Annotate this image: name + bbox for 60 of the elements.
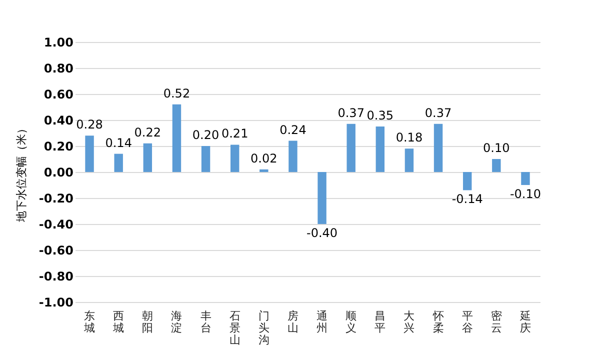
y-tick-label: 0.40 <box>44 114 74 128</box>
y-tick-label: 0.00 <box>44 166 74 180</box>
data-label: 0.37 <box>338 106 364 120</box>
y-axis-title: 地下水位变幅（米） <box>14 123 28 223</box>
bar <box>172 104 182 172</box>
data-label: 0.14 <box>105 136 132 150</box>
y-tick-label: 0.20 <box>44 140 74 154</box>
x-tick-label: 石景山 <box>229 310 240 346</box>
x-tick-label: 朝阳 <box>142 310 154 334</box>
data-label: 0.20 <box>192 128 220 142</box>
x-tick-label: 怀柔 <box>432 310 444 334</box>
y-tick-label: -1.00 <box>38 296 74 310</box>
data-label: -0.14 <box>452 192 483 206</box>
x-tick-label: 东城 <box>83 310 96 334</box>
data-label: 0.10 <box>483 141 510 155</box>
y-tick-label: -0.80 <box>38 270 74 284</box>
data-label: 0.24 <box>280 122 306 137</box>
x-tick-label: 海淀 <box>171 310 182 334</box>
bar <box>260 169 268 172</box>
data-label: 0.22 <box>134 125 162 140</box>
bar <box>492 159 501 172</box>
x-tick-label: 平谷 <box>462 310 473 334</box>
data-label: 0.18 <box>396 130 423 145</box>
data-label: 0.21 <box>221 126 248 141</box>
x-tick-label: 门头沟 <box>258 310 270 346</box>
x-tick-label: 昌平 <box>374 310 386 334</box>
data-label: 0.02 <box>250 151 278 166</box>
x-tick-label: 顺义 <box>346 310 357 334</box>
bar <box>230 144 240 172</box>
x-tick-label: 延庆 <box>518 310 531 334</box>
data-label: 0.28 <box>76 118 103 132</box>
bar <box>346 124 356 172</box>
bar <box>288 140 298 172</box>
data-label: 0.35 <box>366 108 394 122</box>
bar <box>434 124 443 172</box>
y-tick-label: -0.20 <box>38 192 74 206</box>
bar <box>143 143 152 172</box>
y-tick-label: 0.60 <box>44 88 74 102</box>
y-tick-label: 1.00 <box>44 36 74 50</box>
bar <box>114 154 123 172</box>
x-tick-label: 房山 <box>287 310 298 334</box>
y-tick-label: -0.40 <box>38 218 74 232</box>
bar <box>201 146 210 172</box>
x-tick-label: 丰台 <box>200 310 212 334</box>
x-tick-label: 大兴 <box>404 310 415 334</box>
data-label: 0.37 <box>424 106 452 120</box>
data-label: 0.52 <box>163 86 190 100</box>
data-label: -0.10 <box>510 187 541 201</box>
y-tick-label: 0.80 <box>44 62 74 76</box>
bar <box>318 172 326 224</box>
x-tick-label: 密云 <box>490 310 502 334</box>
bar <box>521 172 530 185</box>
bar <box>85 136 94 172</box>
x-tick-label: 通州 <box>316 310 328 334</box>
bar <box>462 172 472 190</box>
x-tick-label: 西城 <box>112 310 124 334</box>
data-label: -0.40 <box>306 226 338 240</box>
y-tick-label: -0.60 <box>38 244 74 258</box>
bar <box>376 126 385 172</box>
bar <box>404 148 414 172</box>
